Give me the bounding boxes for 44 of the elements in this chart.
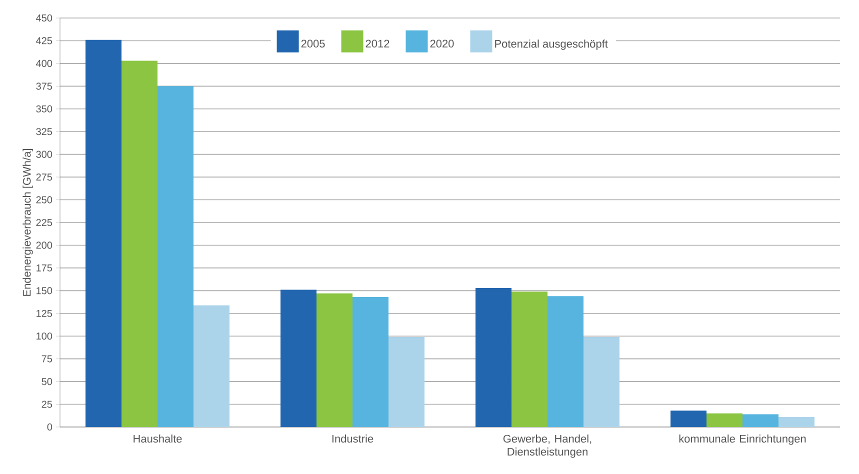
bar <box>476 288 512 427</box>
bar <box>316 293 353 427</box>
bar <box>670 410 707 427</box>
x-tick-label: kommunale Einrichtungen <box>679 434 806 445</box>
bar <box>388 337 425 427</box>
bar <box>122 60 158 427</box>
y-tick-label: 25 <box>42 400 52 408</box>
y-tick-label: 50 <box>42 378 52 386</box>
bar <box>194 305 230 427</box>
bar <box>512 292 548 427</box>
y-tick-label: 125 <box>36 310 52 317</box>
bar <box>584 337 620 427</box>
bar <box>742 414 779 427</box>
y-tick-label: 375 <box>36 82 52 90</box>
y-tick-label: 275 <box>36 174 52 181</box>
y-tick-label: 200 <box>36 242 52 249</box>
legend-label: 2020 <box>430 40 454 48</box>
bar <box>778 417 815 427</box>
y-tick-label: 150 <box>36 287 52 294</box>
y-tick-label: 350 <box>36 105 52 112</box>
x-tick-label: Industrie <box>332 434 374 443</box>
bar <box>352 297 389 427</box>
y-tick-label: 250 <box>36 196 52 204</box>
y-tick-label: 175 <box>36 264 52 272</box>
y-tick-label: 425 <box>36 37 52 44</box>
y-tick-label: 325 <box>36 128 52 136</box>
y-tick-label: 225 <box>36 218 52 226</box>
legend-label: 2005 <box>301 40 325 48</box>
legend-label: Potenzial ausgeschöpft <box>495 40 608 50</box>
y-tick-label: 400 <box>36 60 52 67</box>
y-tick-label: 300 <box>36 150 52 158</box>
bar <box>280 290 317 427</box>
bar <box>706 413 743 427</box>
x-tick-label: Haushalte <box>134 434 182 443</box>
bar <box>548 296 584 427</box>
x-tick-label: Gewerbe, Handel, Dienstleistungen <box>503 434 592 458</box>
bar <box>158 86 194 427</box>
y-tick-label: 100 <box>36 332 52 340</box>
y-tick-label: 450 <box>36 14 52 22</box>
y-axis-title: Endenergieverbrauch [GWh/a] <box>22 149 33 296</box>
bar <box>86 40 122 427</box>
y-tick-label: 0 <box>47 423 52 431</box>
legend-label: 2012 <box>366 40 390 48</box>
y-tick-label: 75 <box>42 355 52 362</box>
